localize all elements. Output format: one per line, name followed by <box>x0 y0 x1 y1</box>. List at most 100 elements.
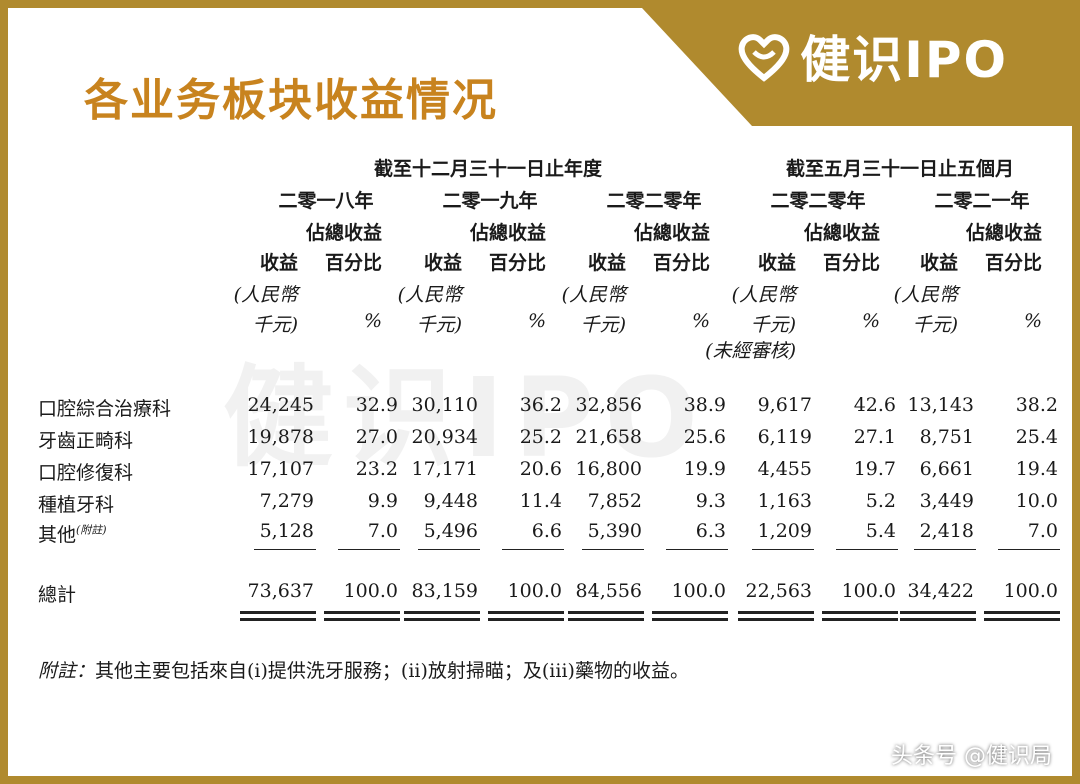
cell-percent: 7.0 <box>1027 520 1058 542</box>
total-double-rule <box>488 611 564 614</box>
period-header: 二零二一年 <box>934 190 1030 212</box>
cell-percent: 27.1 <box>853 426 896 448</box>
pct-header-line2: 百分比 <box>984 252 1042 274</box>
unaudited-note: (未經審核) <box>705 340 796 362</box>
cell-percent: 36.2 <box>519 394 562 416</box>
group-header-year-end: 截至十二月三十一日止年度 <box>373 158 602 180</box>
row-label: 口腔綜合治療科 <box>38 398 172 420</box>
revenue-header: 收益 <box>423 252 462 274</box>
cell-percent: 23.2 <box>355 458 398 480</box>
total-revenue: 34,422 <box>907 580 974 602</box>
cell-revenue: 19,878 <box>247 426 314 448</box>
footnote-ref: (附註) <box>76 523 107 537</box>
total-revenue: 83,159 <box>411 580 478 602</box>
pct-header-line2: 百分比 <box>822 252 880 274</box>
total-double-rule <box>738 611 814 614</box>
total-revenue: 73,637 <box>247 580 314 602</box>
total-double-rule <box>568 611 644 614</box>
total-percent: 100.0 <box>507 580 562 602</box>
cell-revenue: 5,128 <box>259 520 314 542</box>
cell-revenue: 20,934 <box>411 426 478 448</box>
subtotal-rule <box>914 549 976 550</box>
period-header: 二零一八年 <box>278 190 374 212</box>
period-header: 二零二零年 <box>606 190 702 212</box>
cell-percent: 27.0 <box>355 426 398 448</box>
total-double-rule <box>240 611 316 614</box>
cell-percent: 6.3 <box>695 520 726 542</box>
cell-percent: 38.2 <box>1015 394 1058 416</box>
cell-revenue: 30,110 <box>411 394 478 416</box>
cell-revenue: 3,449 <box>919 490 974 512</box>
total-revenue: 22,563 <box>745 580 812 602</box>
cell-percent: 38.9 <box>683 394 726 416</box>
total-double-rule <box>900 618 976 621</box>
row-label: 其他 <box>38 524 77 546</box>
subtotal-rule <box>666 549 728 550</box>
cell-revenue: 1,209 <box>757 520 812 542</box>
total-double-rule <box>404 618 480 621</box>
footer-credit: 头条号 @健识局 <box>891 744 1052 769</box>
cell-revenue: 5,496 <box>423 520 478 542</box>
revenue-header: 收益 <box>259 252 298 274</box>
cell-revenue: 9,448 <box>423 490 478 512</box>
cell-revenue: 7,279 <box>259 490 314 512</box>
row-label: 牙齒正畸科 <box>38 430 134 452</box>
rmb-unit-line1: (人民幣 <box>397 284 462 306</box>
pct-header-line1: 佔總收益 <box>965 222 1042 244</box>
cell-revenue: 2,418 <box>919 520 974 542</box>
cell-revenue: 17,107 <box>247 458 314 480</box>
cell-percent: 32.9 <box>355 394 398 416</box>
cell-percent: 10.0 <box>1015 490 1058 512</box>
cell-revenue: 1,163 <box>757 490 812 512</box>
cell-revenue: 24,245 <box>247 394 314 416</box>
subtotal-rule <box>418 549 480 550</box>
subtotal-rule <box>998 549 1060 550</box>
pct-header-line2: 百分比 <box>488 252 546 274</box>
cell-revenue: 17,171 <box>411 458 478 480</box>
cell-percent: 19.4 <box>1015 458 1058 480</box>
pct-unit: % <box>861 310 880 332</box>
pct-header-line1: 佔總收益 <box>469 222 546 244</box>
total-double-rule <box>984 618 1060 621</box>
cell-revenue: 21,658 <box>575 426 642 448</box>
period-header: 二零一九年 <box>442 190 538 212</box>
rmb-unit-line1: (人民幣 <box>731 284 796 306</box>
cell-percent: 9.3 <box>695 490 726 512</box>
period-header: 二零二零年 <box>770 190 866 212</box>
total-double-rule <box>984 611 1060 614</box>
rmb-unit-line1: (人民幣 <box>893 284 958 306</box>
subtotal-rule <box>254 549 316 550</box>
rmb-unit-line2: 千元) <box>750 314 796 336</box>
pct-header-line1: 佔總收益 <box>633 222 710 244</box>
subtotal-rule <box>582 549 644 550</box>
cell-percent: 19.7 <box>853 458 896 480</box>
pct-header-line2: 百分比 <box>324 252 382 274</box>
cell-percent: 9.9 <box>367 490 398 512</box>
footnote: 附註：其他主要包括來自(i)提供洗牙服務；(ii)放射掃瞄；及(iii)藥物的收… <box>38 656 689 683</box>
row-label-wrap: 其他(附註) <box>38 520 107 547</box>
total-double-rule <box>240 618 316 621</box>
total-double-rule <box>324 618 400 621</box>
cell-percent: 5.2 <box>865 490 896 512</box>
rmb-unit-line1: (人民幣 <box>561 284 626 306</box>
pct-header-line2: 百分比 <box>652 252 710 274</box>
cell-revenue: 6,661 <box>919 458 974 480</box>
cell-percent: 7.0 <box>367 520 398 542</box>
rmb-unit-line2: 千元) <box>912 314 958 336</box>
total-revenue: 84,556 <box>575 580 642 602</box>
cell-percent: 42.6 <box>853 394 896 416</box>
rmb-unit-line2: 千元) <box>416 314 462 336</box>
total-percent: 100.0 <box>1003 580 1058 602</box>
total-label: 總計 <box>38 584 77 606</box>
rmb-unit-line1: (人民幣 <box>233 284 298 306</box>
total-double-rule <box>900 611 976 614</box>
row-label: 口腔修復科 <box>38 462 134 484</box>
revenue-header: 收益 <box>757 252 796 274</box>
subtotal-rule <box>502 549 564 550</box>
total-double-rule <box>822 618 898 621</box>
subtotal-rule <box>338 549 400 550</box>
total-percent: 100.0 <box>671 580 726 602</box>
rmb-unit-line2: 千元) <box>252 314 298 336</box>
total-double-rule <box>568 618 644 621</box>
